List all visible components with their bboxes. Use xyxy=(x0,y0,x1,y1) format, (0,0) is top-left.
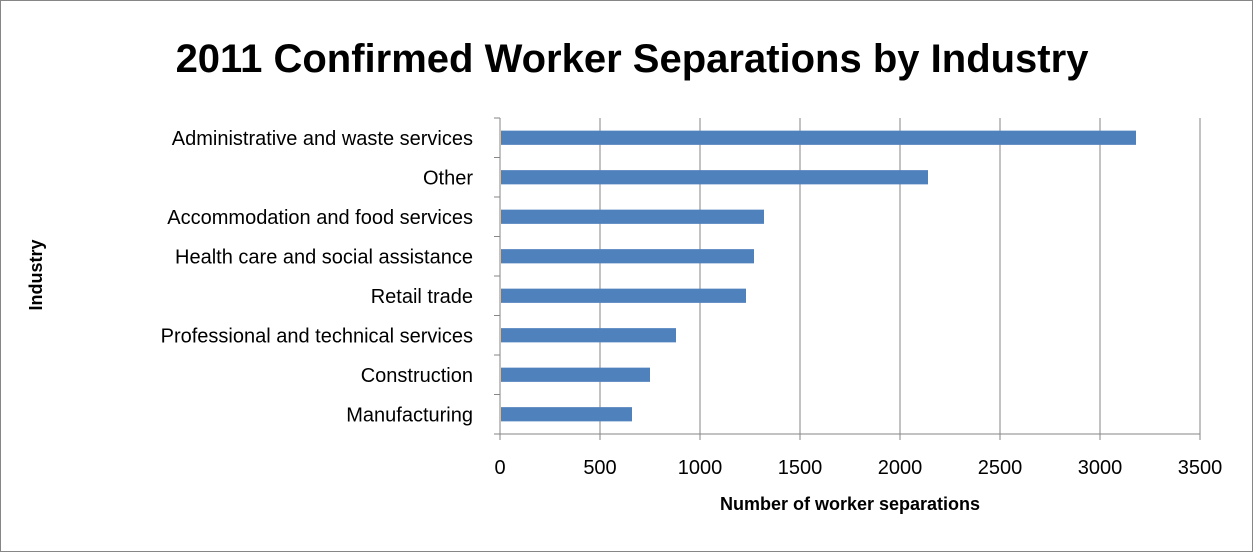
bars xyxy=(501,130,1136,422)
category-label: Construction xyxy=(361,365,473,387)
x-tick-label: 3500 xyxy=(1178,457,1223,479)
x-tick-label: 1000 xyxy=(678,457,723,479)
bar xyxy=(501,130,1136,145)
gridlines xyxy=(499,118,1201,440)
tick-labels: 0 500 1000 1500 2000 2500 3000 3500 xyxy=(494,457,1222,479)
category-label: Manufacturing xyxy=(346,404,473,426)
category-label: Accommodation and food services xyxy=(167,207,473,229)
x-tick-label: 1500 xyxy=(778,457,823,479)
category-label: Retail trade xyxy=(371,286,473,308)
category-label: Other xyxy=(423,167,473,189)
bar xyxy=(501,170,928,185)
bar xyxy=(501,367,650,382)
x-tick-label: 500 xyxy=(583,457,616,479)
chart-title: 2011 Confirmed Worker Separations by Ind… xyxy=(176,37,1090,81)
x-axis-title: Number of worker separations xyxy=(720,494,980,514)
bar xyxy=(501,209,764,224)
x-tick-label: 2000 xyxy=(878,457,923,479)
bar xyxy=(501,288,746,303)
x-tick-label: 2500 xyxy=(978,457,1023,479)
axes xyxy=(494,117,1200,435)
bar xyxy=(501,407,632,422)
y-axis-title: Industry xyxy=(26,239,46,310)
x-tick-label: 0 xyxy=(494,457,505,479)
x-tick-label: 3000 xyxy=(1078,457,1123,479)
category-label: Health care and social assistance xyxy=(175,246,473,268)
bar xyxy=(501,328,676,343)
category-label: Administrative and waste services xyxy=(172,128,473,150)
category-labels: Administrative and waste services Other Ac… xyxy=(161,128,474,427)
bar xyxy=(501,249,754,264)
category-label: Professional and technical services xyxy=(161,325,473,347)
